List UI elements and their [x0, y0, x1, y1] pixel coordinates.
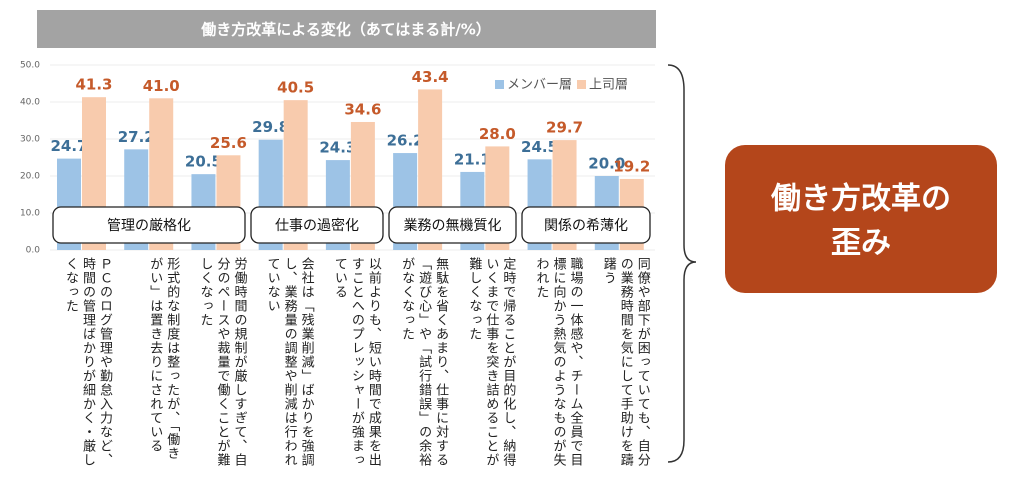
- x-tick-label: 無駄を省くあまり、仕事に対する「遊び心」や「試行錯誤」の余裕がなくなった: [399, 257, 449, 467]
- title-bar: [37, 10, 656, 48]
- x-tick-label: 会社は「残業削減」ばかりを強調し、業務量の調整や削減は行われていない: [264, 257, 314, 467]
- group-label: 仕事の過密化: [275, 217, 359, 234]
- legend-label: 上司層: [589, 78, 628, 93]
- legend-swatch: [577, 80, 586, 89]
- conclusion-line: 歪み: [831, 226, 891, 261]
- value-label: 24.7: [50, 137, 87, 155]
- value-label: 25.6: [210, 134, 247, 152]
- value-label: 24.3: [319, 139, 356, 157]
- value-label: 28.0: [479, 125, 516, 143]
- group-box: [388, 206, 517, 244]
- value-label: 26.2: [387, 132, 424, 150]
- y-tick-label: 30.0: [20, 135, 40, 145]
- conclusion-line: 働き方改革の: [770, 182, 951, 217]
- value-label: 43.4: [412, 68, 449, 86]
- x-tick-label: 形式的な制度は整ったが、「働きがい」は置き去りにされている: [147, 257, 180, 461]
- x-tick-label: 職場の一体感や、チーム全員で目標に向かう熱気のようなものが失われた: [533, 257, 583, 467]
- conclusion-box: [725, 145, 997, 293]
- value-label: 24.5: [521, 138, 558, 156]
- group-label: 業務の無機質化: [404, 218, 502, 234]
- group-label: 関係の希薄化: [544, 218, 628, 234]
- value-label: 27.2: [118, 128, 155, 146]
- value-label: 40.5: [277, 79, 314, 97]
- value-label: 34.6: [344, 100, 381, 118]
- value-label: 20.5: [185, 153, 222, 171]
- value-label: 29.8: [252, 118, 289, 136]
- value-label: 21.1: [454, 150, 491, 168]
- value-label: 41.0: [143, 77, 180, 95]
- group-label: 管理の厳格化: [107, 218, 191, 234]
- bracket: [667, 64, 697, 463]
- y-tick-label: 50.0: [20, 61, 40, 71]
- x-tick-label: ＰＣのログ管理や勤怠入力など、時間の管理ばかりが細かく・厳しくなった: [63, 257, 112, 467]
- x-tick-label: 以前よりも、短い時間で成果を出すことへのプレッシャーが強まっている: [331, 257, 381, 467]
- x-tick-label: 労働時間の規制が厳しすぎて、自分のペースや裁量で働くことが難しくなった: [197, 257, 247, 467]
- value-label: 20.0: [588, 155, 625, 173]
- group-box: [250, 206, 384, 244]
- y-tick-label: 20.0: [20, 172, 40, 182]
- legend-swatch: [495, 80, 504, 89]
- group-box: [521, 206, 651, 244]
- x-tick-label: 定時で帰ることが目的化し、納得いくまで仕事を突き詰めることが難しくなった: [466, 257, 516, 467]
- value-label: 29.7: [546, 119, 583, 137]
- x-tick-label: 同僚や部下が困っていても、自分の業務時間を気にして手助けを躊躇う: [600, 257, 650, 467]
- y-tick-label: 0.0: [26, 246, 41, 256]
- value-label: 41.3: [75, 76, 112, 94]
- value-label: 19.2: [613, 157, 650, 175]
- group-box: [52, 206, 246, 244]
- chart-title: 働き方改革による変化（あてはまる計/%）: [200, 21, 490, 39]
- legend-label: メンバー層: [507, 78, 572, 93]
- y-tick-label: 10.0: [20, 209, 40, 219]
- y-tick-label: 40.0: [20, 98, 40, 108]
